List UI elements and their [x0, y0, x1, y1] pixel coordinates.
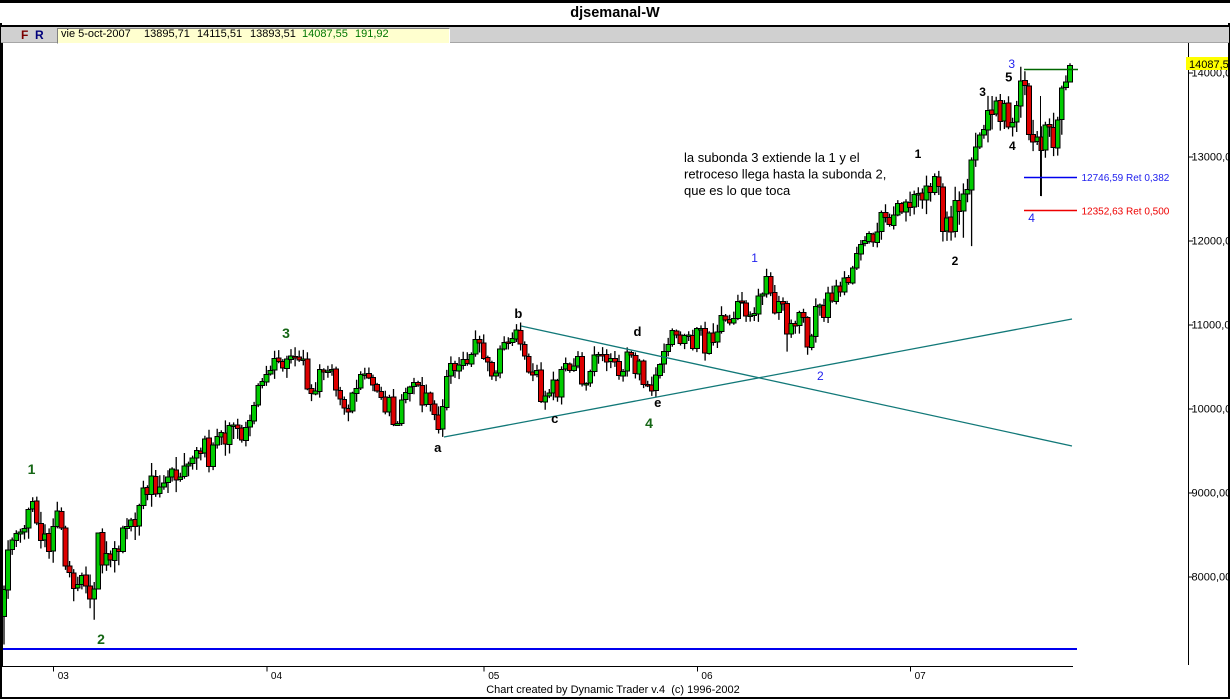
svg-text:b: b	[514, 306, 522, 321]
svg-text:2: 2	[952, 254, 959, 268]
svg-text:d: d	[634, 324, 642, 339]
svg-text:11000,0: 11000,0	[1192, 320, 1230, 332]
svg-text:9000,00: 9000,00	[1192, 488, 1230, 500]
svg-text:8000,00: 8000,00	[1192, 572, 1230, 584]
svg-text:4: 4	[1009, 139, 1016, 153]
svg-text:03: 03	[58, 671, 70, 682]
svg-text:3: 3	[282, 325, 290, 341]
svg-text:3: 3	[1008, 57, 1015, 71]
svg-text:3: 3	[979, 85, 986, 99]
svg-text:1: 1	[915, 147, 922, 161]
svg-text:14087,5: 14087,5	[1189, 59, 1229, 71]
svg-text:07: 07	[915, 671, 927, 682]
svg-text:c: c	[551, 411, 558, 426]
svg-text:10000,0: 10000,0	[1192, 404, 1230, 416]
svg-text:la subonda 3 extiende la 1 y e: la subonda 3 extiende la 1 y el retroceso…	[684, 150, 886, 198]
svg-text:a: a	[434, 440, 442, 455]
svg-text:1: 1	[28, 461, 36, 477]
svg-text:12352,63 Ret 0,500: 12352,63 Ret 0,500	[1082, 207, 1170, 218]
svg-text:5: 5	[1005, 70, 1012, 85]
svg-text:2: 2	[97, 631, 105, 647]
svg-text:4: 4	[645, 415, 653, 431]
svg-text:13000,0: 13000,0	[1192, 152, 1230, 164]
svg-text:Chart created by Dynamic Trade: Chart created by Dynamic Trader v.4 (c) …	[486, 684, 740, 696]
svg-text:12000,0: 12000,0	[1192, 236, 1230, 248]
svg-text:1: 1	[751, 251, 758, 265]
svg-text:12746,59 Ret 0,382: 12746,59 Ret 0,382	[1082, 173, 1170, 184]
svg-text:4: 4	[1028, 211, 1035, 225]
svg-text:14000,0: 14000,0	[1192, 68, 1230, 80]
svg-text:e: e	[654, 395, 661, 410]
svg-text:05: 05	[488, 671, 500, 682]
svg-text:2: 2	[817, 369, 824, 383]
svg-text:04: 04	[271, 671, 283, 682]
svg-text:06: 06	[701, 671, 713, 682]
